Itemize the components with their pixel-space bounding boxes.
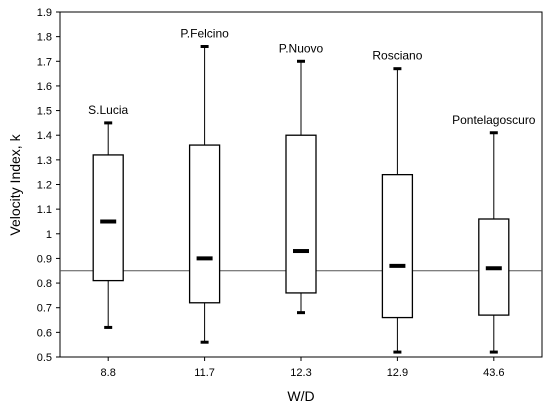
y-tick-label: 1 — [46, 229, 52, 241]
station-label: P.Nuovo — [279, 41, 324, 55]
y-tick-label: 0.7 — [37, 303, 52, 315]
box-4: Rosciano — [372, 49, 423, 354]
y-tick-label: 1.9 — [37, 7, 52, 19]
box-5: Pontelagoscuro — [452, 113, 536, 354]
box-2: P.Felcino — [180, 27, 229, 344]
y-tick-label: 1.2 — [37, 180, 52, 192]
x-tick-label: 12.3 — [290, 367, 311, 379]
box-1: S.Lucia — [88, 103, 129, 329]
station-label: S.Lucia — [88, 103, 128, 117]
y-tick-label: 0.9 — [37, 253, 52, 265]
x-tick-label: 11.7 — [194, 367, 215, 379]
x-tick-label: 12.9 — [387, 367, 408, 379]
box-3: P.Nuovo — [279, 41, 324, 315]
y-tick-label: 1.6 — [37, 81, 52, 93]
x-tick-label: 43.6 — [483, 367, 504, 379]
station-label: Rosciano — [372, 49, 422, 63]
x-axis-title: W/D — [287, 388, 314, 404]
y-axis-title: Velocity Index, k — [7, 133, 23, 235]
boxes: S.Lucia P.Felcino P.Nuovo Rosciano Pontelago… — [88, 27, 536, 354]
station-label: P.Felcino — [180, 27, 229, 41]
y-tick-label: 0.8 — [37, 278, 52, 290]
y-tick-label: 1.3 — [37, 155, 52, 167]
y-axis: 0.5 0.6 0.7 0.8 0.9 1 1.1 1.2 1.3 1.4 1.5 1.6 1.7 1.8… — [37, 7, 60, 364]
y-tick-label: 1.7 — [37, 56, 52, 68]
x-tick-label: 8.8 — [101, 367, 116, 379]
y-tick-label: 1.8 — [37, 32, 52, 44]
y-tick-label: 1.1 — [37, 204, 52, 216]
iqr-box — [285, 134, 317, 294]
iqr-box — [188, 144, 221, 304]
y-tick-label: 0.5 — [37, 352, 52, 364]
iqr-box — [381, 173, 414, 319]
y-tick-label: 0.6 — [37, 327, 52, 339]
iqr-box — [92, 154, 124, 282]
y-tick-label: 1.5 — [37, 106, 52, 118]
station-label: Pontelagoscuro — [452, 113, 536, 127]
x-axis: 8.8 11.7 12.3 12.9 43.6 — [101, 357, 505, 379]
y-tick-label: 1.4 — [37, 130, 52, 142]
